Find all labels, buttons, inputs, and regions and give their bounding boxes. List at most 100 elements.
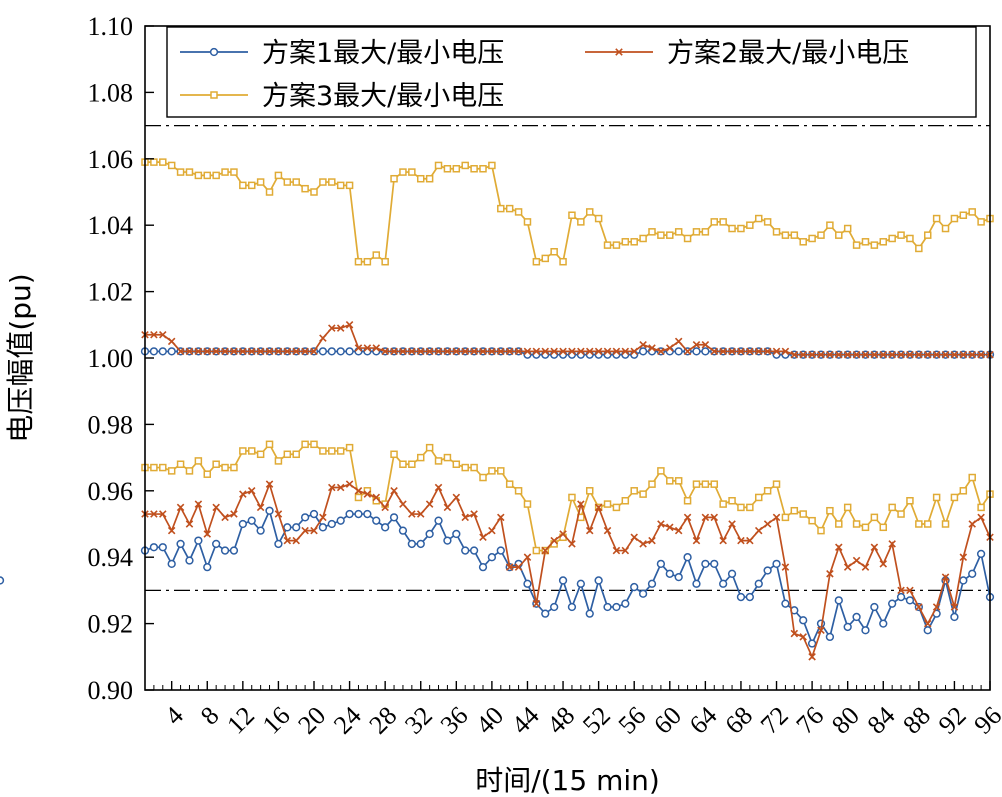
series-3-min-point xyxy=(835,520,843,528)
series-3-min-point xyxy=(897,510,905,518)
series-2-max-point xyxy=(443,347,452,356)
series-2-max-point xyxy=(363,344,372,352)
series-2-max-point xyxy=(497,347,505,356)
series-1-min-point xyxy=(167,559,176,568)
series-1-min-point xyxy=(879,619,888,628)
series-1-min-point xyxy=(621,599,630,608)
series-1-min-point xyxy=(238,519,247,529)
series-2-max-point xyxy=(319,334,327,342)
series-2-max-point xyxy=(861,350,870,359)
series-1-max-point xyxy=(327,347,336,356)
series-2-min-point xyxy=(799,633,807,641)
x-tick-label: 68 xyxy=(719,701,758,740)
series-3-max-point xyxy=(683,234,692,243)
legend-box xyxy=(166,26,977,118)
series-2-min-point xyxy=(719,536,727,545)
series-3-max-point xyxy=(612,241,621,249)
series-2-max-point xyxy=(256,347,265,356)
series-3-min-point xyxy=(274,457,283,465)
series-1-min-point xyxy=(807,639,817,648)
series-3-min-point xyxy=(639,490,647,498)
series-2-max-point xyxy=(728,347,736,356)
series-1-min-point xyxy=(674,572,683,582)
series-1-max-point xyxy=(345,347,354,356)
series-3-max-point xyxy=(301,184,309,193)
series-1-min-point xyxy=(220,546,230,555)
series-3-max-point xyxy=(550,248,558,256)
series-3-min-point xyxy=(416,453,425,462)
series-1-min-point xyxy=(799,616,808,625)
series-3-max-point xyxy=(639,234,647,243)
series-2-max-point xyxy=(577,347,585,356)
series-2-min-point xyxy=(434,483,443,492)
legend-item-2: 方案2最大/最小电压 xyxy=(585,38,909,69)
series-3-min-point xyxy=(408,460,416,468)
series-2-min-point xyxy=(585,526,594,535)
series-1-min-point xyxy=(692,579,701,588)
series-2-min-point xyxy=(416,510,425,518)
series-2-min-point xyxy=(923,619,932,628)
series-3-min-point xyxy=(167,467,176,475)
series-1-min-point xyxy=(0,576,5,585)
series-3-min-point xyxy=(203,470,212,478)
series-2-max-point xyxy=(897,350,905,359)
series-2-max-point xyxy=(817,350,825,359)
series-3-max-point xyxy=(701,228,710,236)
series-3-min-point xyxy=(621,497,630,505)
series-1-min-point xyxy=(656,559,666,568)
series-1-min-point xyxy=(265,506,274,515)
series-2-min-point xyxy=(185,520,194,528)
series-3-max-point xyxy=(897,231,905,239)
series-2-max-point xyxy=(941,350,950,359)
series-2-max-point xyxy=(772,347,781,356)
series-2-max-point xyxy=(354,344,363,352)
series-3-max-point xyxy=(256,178,265,186)
series-1-min-point xyxy=(665,569,674,578)
series-3-max-point xyxy=(390,174,398,183)
series-1-min-point xyxy=(354,509,363,519)
series-3-min-point xyxy=(959,487,968,495)
series-1-min-point xyxy=(558,576,568,585)
series-1-max-point xyxy=(167,347,176,356)
series-3-min-point xyxy=(630,487,638,495)
series-3-min-point xyxy=(505,480,514,488)
series-2-max-point xyxy=(790,350,799,359)
series-2-min-point xyxy=(381,503,389,512)
series-2-min-point xyxy=(425,500,434,508)
series-2-max-point xyxy=(336,324,345,332)
series-2-max-point xyxy=(763,347,772,356)
series-3-min-point xyxy=(399,460,407,468)
series-1-min-point xyxy=(550,602,559,612)
y-axis: 0.90 0.92 0.94 0.96 0.98 1.00 1.02 1.04 1.06 1.08… xyxy=(88,12,154,705)
series-2-max-point xyxy=(870,350,879,359)
series-3-max-point xyxy=(274,171,283,180)
series-1-min-point xyxy=(194,536,203,545)
series-2-min-point xyxy=(345,480,354,488)
series-3-min-point xyxy=(230,463,238,472)
series-1-min-point xyxy=(861,626,870,635)
series-1-min-point xyxy=(283,523,292,532)
series-2-max-point xyxy=(674,337,683,346)
series-1-min-point xyxy=(736,592,746,602)
series-3-min-point xyxy=(968,473,976,482)
series-2-max-point xyxy=(479,347,487,356)
series-2-min-point xyxy=(835,543,843,552)
series-2-min-point xyxy=(247,487,256,495)
series-2-max-point xyxy=(505,347,514,356)
series-3-min-point xyxy=(425,443,434,452)
x-tick-label: 84 xyxy=(862,701,901,740)
series-2-max-point xyxy=(906,350,914,359)
series-2-max-point xyxy=(559,347,567,356)
series-2-max-point xyxy=(701,340,710,349)
series-2-min-point xyxy=(363,490,372,498)
legend-label: 方案3最大/最小电压 xyxy=(262,81,504,112)
series-3-max-point xyxy=(585,208,594,216)
series-1-min-point xyxy=(247,516,256,525)
series-2-max-point xyxy=(630,347,638,356)
series-2-max-point xyxy=(826,350,834,359)
series-3-min-point xyxy=(176,460,185,468)
series-1-min-point xyxy=(327,519,336,529)
series-1-min-point xyxy=(852,612,861,622)
series-2-min-point xyxy=(781,563,790,571)
series-3-max-point xyxy=(781,231,790,239)
